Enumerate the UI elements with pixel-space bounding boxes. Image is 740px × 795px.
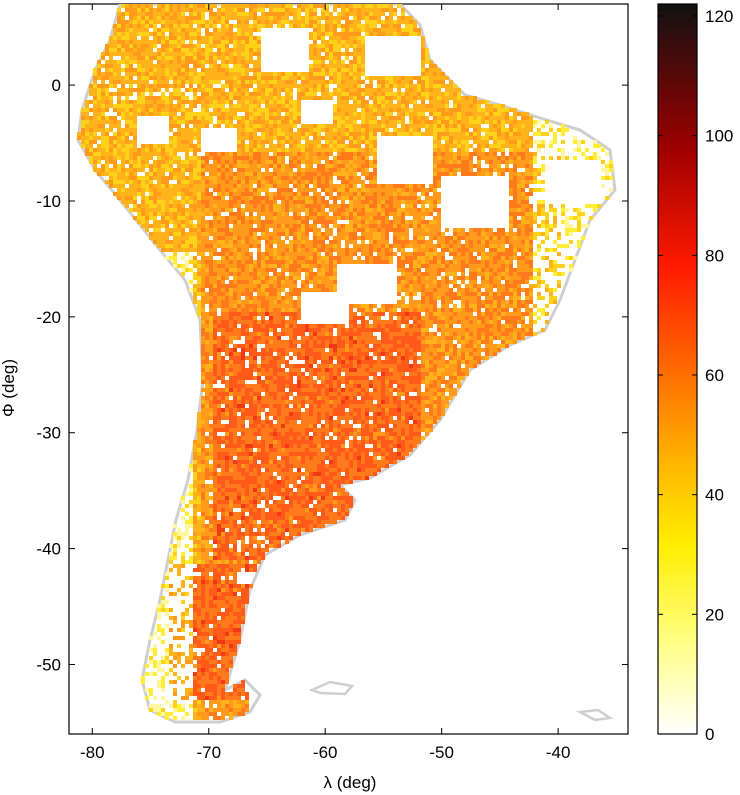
x-tick-label: -50: [429, 743, 454, 762]
colorbar-tick-label: 100: [705, 127, 733, 146]
x-tick-label: -40: [546, 743, 571, 762]
x-tick-label: -80: [80, 743, 105, 762]
x-axis-label: λ (deg): [324, 773, 377, 792]
x-axis-ticks: -80 -70 -60 -50 -40: [80, 4, 570, 762]
colorbar-tick-label: 40: [705, 486, 724, 505]
y-axis-label: Φ (deg): [0, 359, 18, 417]
colorbar-tick-label: 80: [705, 246, 724, 265]
y-axis-ticks: 0 -10 -20 -30 -40 -50: [36, 76, 628, 674]
y-tick-label: -40: [36, 540, 61, 559]
y-tick-label: -20: [36, 308, 61, 327]
y-tick-label: -30: [36, 424, 61, 443]
colorbar-tick-label: 20: [705, 605, 724, 624]
colorbar-tick-label: 60: [705, 366, 724, 385]
x-tick-label: -60: [313, 743, 338, 762]
y-tick-label: -10: [36, 192, 61, 211]
colorbar-ticks: 0 20 40 60 80 100 120: [658, 7, 733, 744]
density-layer: [77, 4, 613, 720]
falkland-islands: [308, 680, 355, 696]
map-layer: [76, 4, 617, 724]
y-tick-label: 0: [52, 76, 61, 95]
x-tick-label: -70: [196, 743, 221, 762]
y-tick-label: -50: [36, 655, 61, 674]
colorbar: [657, 3, 698, 735]
colorbar-tick-label: 0: [705, 725, 714, 744]
south-georgia: [575, 708, 614, 722]
colorbar-tick-label: 120: [705, 7, 733, 26]
